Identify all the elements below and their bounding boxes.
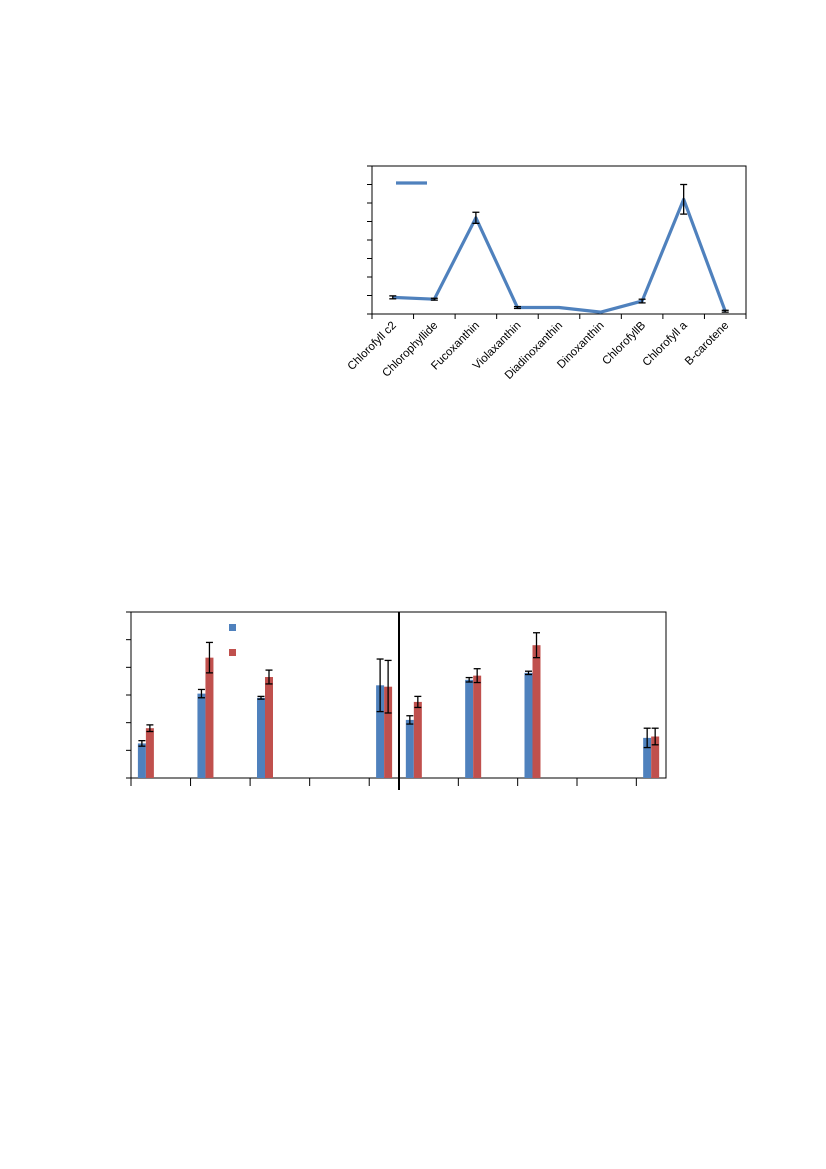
bar-series-2 (145, 728, 154, 778)
bar-series-1 (197, 693, 206, 778)
bar-series-1 (465, 679, 474, 778)
bar-series-1 (376, 685, 385, 778)
bar-series-2 (384, 686, 393, 778)
bar-series-2 (413, 701, 422, 778)
bar-series-1 (405, 719, 414, 778)
x-tick-label: Chlorofyll a (641, 319, 691, 369)
bar-series-1 (643, 737, 652, 778)
bar-series-2 (473, 675, 482, 778)
plot-area-border (371, 165, 747, 315)
bar-series-1 (524, 672, 533, 778)
series-line (392, 197, 727, 314)
grouped-bar-chart (126, 611, 667, 790)
bar-series-2 (205, 657, 214, 778)
x-tick-label: B-carotene (683, 320, 731, 368)
bar-series-2 (265, 677, 273, 778)
legend-swatch-series-1 (229, 624, 236, 631)
bar-series-2 (651, 736, 660, 778)
bar-series-1 (257, 697, 265, 778)
bar-series-1 (137, 743, 146, 778)
pigment-line-chart: Chlorofyll c2ChlorophyllideFucoxanthinVi… (346, 165, 747, 382)
bar-series-2 (532, 645, 541, 778)
legend-swatch-series-2 (229, 649, 236, 656)
